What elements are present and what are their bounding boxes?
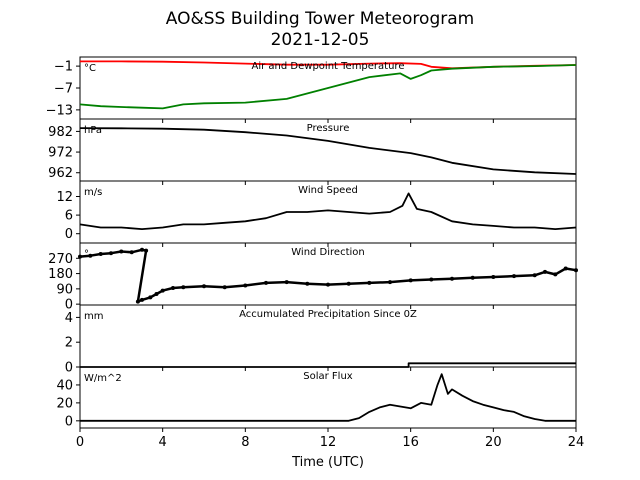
panel-solar-flux: 40 20 0 W/m^2 Solar Flux: [56, 366, 577, 432]
y-tick-label: 982: [48, 125, 73, 140]
y-tick-label: 0: [65, 361, 73, 376]
y-tick-label: 0: [65, 227, 73, 242]
y-tick-label: 962: [48, 166, 73, 181]
y-tick-label: 0: [65, 298, 73, 313]
y-tick-label: 0: [65, 414, 73, 429]
panel-unit-label: °C: [84, 63, 96, 74]
y-tick-label: 4: [65, 311, 73, 326]
series-line-dewpoint: [79, 64, 577, 110]
y-tick-label: 40: [56, 378, 73, 393]
y-tick-label: −1: [54, 60, 73, 75]
x-tick-label: 20: [485, 435, 502, 450]
panel-title: Air and Dewpoint Temperature: [252, 61, 405, 72]
figure-subtitle: 2021-12-05: [271, 30, 370, 50]
y-tick-label: 12: [56, 190, 73, 205]
y-tick-label: 2: [65, 336, 73, 351]
panel-title: Wind Speed: [298, 185, 358, 196]
y-tick-label: 972: [48, 146, 73, 161]
x-tick-label: 12: [320, 435, 337, 450]
y-tick-label: 90: [56, 282, 73, 297]
panel-title: Accumulated Precipitation Since 0Z: [239, 309, 417, 320]
series-line-line: [79, 127, 577, 175]
panel-unit-label: W/m^2: [84, 373, 122, 384]
x-axis: 0 4 8 12 16 20 24: [76, 435, 584, 450]
y-tick-label: −7: [54, 82, 73, 97]
series-line-line: [79, 192, 577, 230]
panel-title: Pressure: [307, 123, 350, 134]
panel-unit-label: hPa: [84, 125, 102, 136]
y-tick-label: 270: [48, 252, 73, 267]
series-trace-line: [79, 248, 577, 303]
panels-group: −1 −7 −13 °C Air and Dewpoint Temperature 982…: [46, 56, 578, 432]
y-tick-label: 180: [48, 267, 73, 282]
series-line-line: [80, 373, 576, 422]
y-tick-label: −13: [46, 103, 73, 118]
x-tick-label: 4: [159, 435, 167, 450]
figure-title: AO&SS Building Tower Meteorogram: [166, 9, 474, 29]
panel-unit-label: °: [84, 249, 89, 260]
panel-pressure: 982 972 962 hPa Pressure: [48, 118, 577, 185]
panel-unit-label: m/s: [84, 187, 102, 198]
panel-air-and-dewpoint-temperature: −1 −7 −13 °C Air and Dewpoint Temperature: [46, 56, 577, 123]
panel-wind-speed: 12 6 0 m/s Wind Speed: [56, 180, 577, 247]
y-tick-label: 20: [56, 396, 73, 411]
series-line-line: [80, 362, 576, 368]
panel-title: Wind Direction: [291, 247, 365, 258]
x-axis-label: Time (UTC): [291, 455, 364, 470]
x-tick-label: 16: [402, 435, 419, 450]
x-tick-label: 8: [241, 435, 249, 450]
x-tick-label: 0: [76, 435, 84, 450]
y-tick-label: 6: [65, 209, 73, 224]
x-tick-label: 24: [568, 435, 585, 450]
panel-unit-label: mm: [84, 311, 103, 322]
panel-accumulated-precipitation-since-0z: 4 2 0 mm Accumulated Precipitation Since 0Z: [65, 304, 577, 376]
panel-title: Solar Flux: [303, 371, 353, 382]
